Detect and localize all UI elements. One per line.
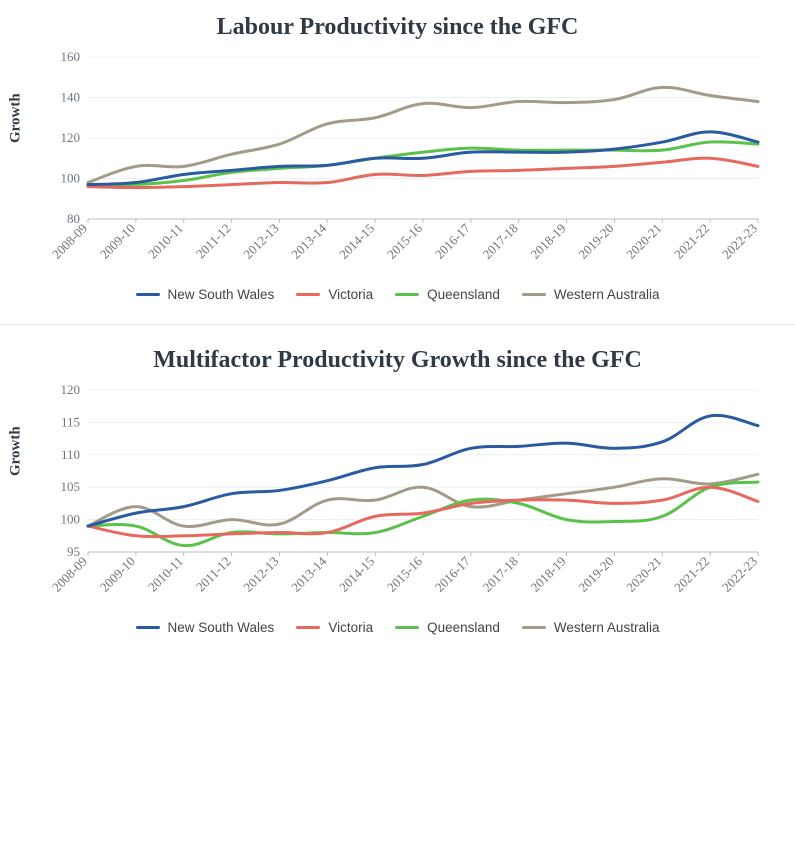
x-tick-label: 2015-16: [383, 553, 425, 595]
chart-legend: New South Wales Victoria Queensland Western…: [18, 620, 777, 635]
x-tick-label: 2010-11: [144, 554, 185, 595]
y-tick-label: 140: [60, 90, 80, 105]
x-tick-label: 2008-09: [48, 221, 89, 262]
x-tick-label: 2013-14: [288, 220, 330, 262]
legend-swatch: [296, 626, 320, 629]
x-tick-label: 2009-10: [96, 221, 137, 262]
y-tick-label: 160: [60, 49, 80, 64]
legend-label: New South Wales: [168, 287, 275, 302]
x-tick-label: 2009-10: [96, 554, 137, 595]
chart-svg: 951001051101151202008-092009-102010-1120…: [28, 380, 768, 610]
x-tick-label: 2021-22: [671, 221, 712, 262]
series-line: [88, 487, 758, 536]
legend-item: New South Wales: [136, 287, 275, 302]
x-tick-label: 2017-18: [479, 554, 520, 595]
legend-swatch: [395, 626, 419, 629]
panel-divider: [0, 324, 795, 325]
y-tick-label: 100: [60, 512, 80, 527]
x-tick-label: 2016-17: [431, 553, 473, 595]
chart-title: Multifactor Productivity Growth since th…: [18, 347, 777, 374]
x-tick-label: 2012-13: [240, 221, 281, 262]
legend-label: Queensland: [427, 620, 500, 635]
x-tick-label: 2022-23: [718, 554, 759, 595]
chart-svg: 801001201401602008-092009-102010-112011-…: [28, 47, 768, 277]
x-tick-label: 2020-21: [623, 221, 664, 262]
x-tick-label: 2010-11: [144, 221, 185, 262]
y-tick-label: 120: [60, 130, 80, 145]
legend-item: Western Australia: [522, 287, 660, 302]
y-axis-title: Growth: [7, 426, 24, 476]
x-tick-label: 2008-09: [48, 554, 89, 595]
x-tick-label: 2015-16: [383, 220, 425, 262]
legend-item: Victoria: [296, 620, 373, 635]
y-tick-label: 100: [60, 171, 80, 186]
x-tick-label: 2021-22: [671, 554, 712, 595]
y-axis-title: Growth: [7, 93, 24, 143]
x-tick-label: 2020-21: [623, 554, 664, 595]
x-tick-label: 2018-19: [527, 554, 568, 595]
y-tick-label: 120: [60, 382, 80, 397]
legend-label: New South Wales: [168, 620, 275, 635]
legend-label: Victoria: [328, 620, 373, 635]
x-tick-label: 2012-13: [240, 554, 281, 595]
x-tick-label: 2017-18: [479, 221, 520, 262]
legend-label: Western Australia: [554, 620, 660, 635]
x-tick-label: 2011-12: [192, 554, 233, 595]
chart-panel-1: Multifactor Productivity Growth since th…: [0, 333, 795, 649]
legend-item: Victoria: [296, 287, 373, 302]
series-line: [88, 87, 758, 182]
x-tick-label: 2022-23: [718, 221, 759, 262]
legend-label: Victoria: [328, 287, 373, 302]
chart-title: Labour Productivity since the GFC: [18, 14, 777, 41]
legend-item: Western Australia: [522, 620, 660, 635]
legend-item: Queensland: [395, 620, 500, 635]
y-tick-label: 105: [60, 479, 80, 494]
series-line: [88, 415, 758, 526]
x-tick-label: 2014-15: [336, 554, 377, 595]
x-tick-label: 2019-20: [575, 221, 616, 262]
legend-label: Western Australia: [554, 287, 660, 302]
y-tick-label: 110: [60, 447, 79, 462]
legend-swatch: [395, 293, 419, 296]
chart-legend: New South Wales Victoria Queensland Western…: [18, 287, 777, 302]
legend-swatch: [522, 626, 546, 629]
legend-label: Queensland: [427, 287, 500, 302]
legend-swatch: [136, 293, 160, 296]
chart-panel-0: Labour Productivity since the GFCGrowth8…: [0, 0, 795, 316]
x-tick-label: 2013-14: [288, 553, 330, 595]
chart-plot-area: Growth801001201401602008-092009-102010-1…: [28, 47, 768, 277]
x-tick-label: 2016-17: [431, 220, 473, 262]
legend-swatch: [296, 293, 320, 296]
chart-plot-area: Growth951001051101151202008-092009-10201…: [28, 380, 768, 610]
x-tick-label: 2018-19: [527, 221, 568, 262]
legend-swatch: [136, 626, 160, 629]
y-tick-label: 115: [60, 414, 79, 429]
x-tick-label: 2019-20: [575, 554, 616, 595]
legend-item: New South Wales: [136, 620, 275, 635]
x-tick-label: 2014-15: [336, 221, 377, 262]
legend-swatch: [522, 293, 546, 296]
legend-item: Queensland: [395, 287, 500, 302]
x-tick-label: 2011-12: [192, 221, 233, 262]
